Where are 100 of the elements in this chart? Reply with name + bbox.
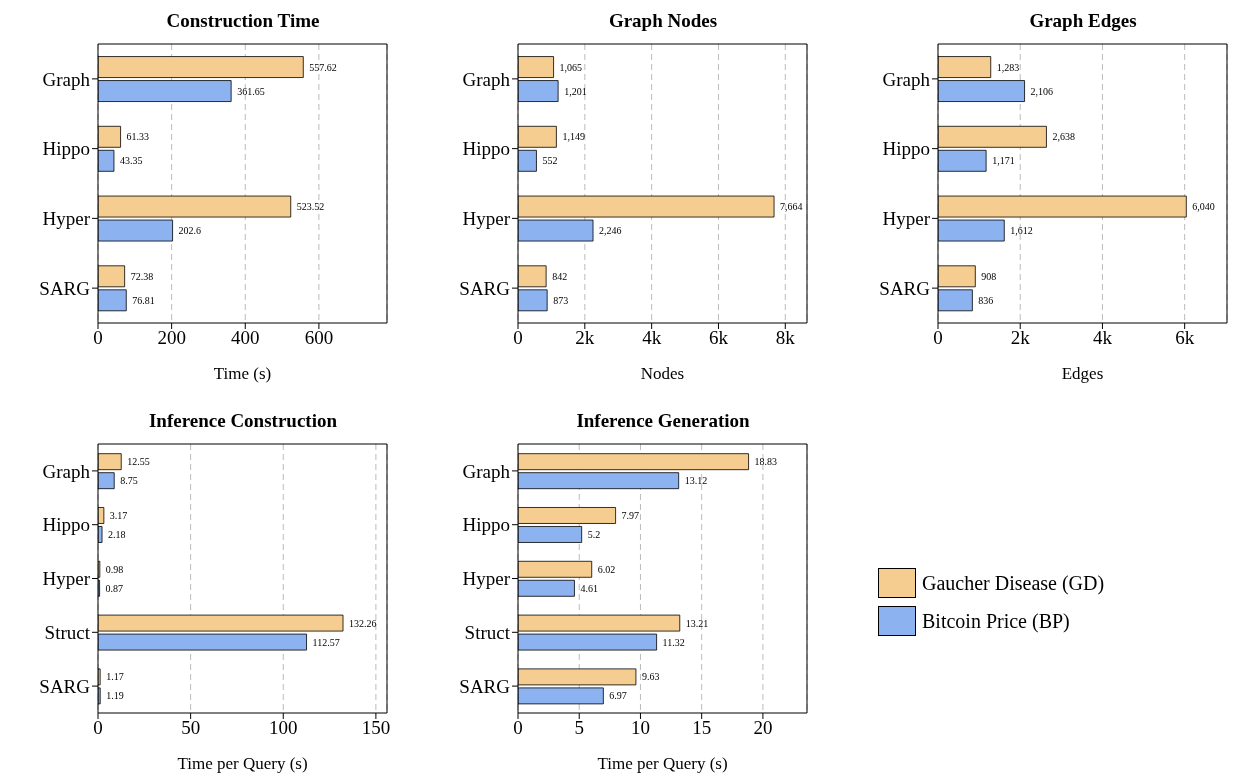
x-tick-label: 0 [93, 717, 103, 739]
data-label: 6.97 [609, 690, 627, 702]
chart-title: Construction Time [165, 10, 321, 32]
y-tick-label: Hippo [882, 138, 930, 160]
y-tick-label: Struct [464, 622, 511, 644]
data-label: 13.21 [685, 617, 709, 629]
data-label: 202.6 [178, 225, 202, 237]
x-tick-label: 20 [753, 717, 773, 739]
y-tick-label: Hyper [42, 208, 91, 230]
data-label: 2.18 [108, 529, 126, 541]
x-tick-label: 0 [513, 327, 523, 349]
x-tick-label: 0 [93, 327, 103, 349]
data-label: 18.83 [754, 456, 778, 468]
data-label: 1.19 [106, 690, 124, 702]
data-label: 2,246 [599, 225, 622, 237]
x-tick-label: 2k [1010, 327, 1031, 349]
x-axis-title: Time per Query (s) [597, 754, 728, 773]
y-tick-label: Graph [882, 68, 931, 90]
y-tick-label: Graph [462, 460, 511, 482]
data-label: 836 [978, 294, 994, 306]
x-tick-label: 100 [269, 717, 298, 739]
x-tick-label: 8k [775, 327, 796, 349]
x-tick-label: 400 [231, 327, 260, 349]
x-tick-label: 6k [1175, 327, 1195, 349]
data-label: 1,612 [1010, 225, 1033, 237]
data-label: 0.98 [105, 563, 124, 575]
data-label: 0.87 [105, 582, 124, 594]
x-tick-label: 600 [304, 327, 334, 349]
chart-title: Inference Generation [575, 410, 751, 432]
x-tick-label: 0 [513, 717, 523, 739]
y-tick-label: Struct [44, 622, 91, 644]
data-label: 13.12 [684, 475, 708, 487]
x-tick-label: 4k [1092, 327, 1113, 349]
data-label: 1,065 [559, 61, 583, 73]
x-axis-title: Edges [1061, 364, 1104, 383]
data-label: 552 [542, 155, 558, 167]
y-tick-label: Graph [42, 460, 91, 482]
data-label: 557.62 [309, 61, 337, 73]
x-tick-label: 2k [575, 327, 595, 349]
y-tick-label: Hyper [42, 568, 91, 590]
x-tick-label: 5 [574, 717, 584, 739]
y-tick-label: Graph [42, 68, 91, 90]
y-tick-label: SARG [459, 277, 511, 299]
data-label: 2,106 [1030, 85, 1054, 97]
data-label: 1,149 [562, 131, 585, 143]
x-tick-label: 4k [642, 327, 662, 349]
data-label: 72.38 [130, 270, 154, 282]
y-tick-label: SARG [39, 675, 91, 697]
x-tick-label: 10 [630, 717, 650, 739]
data-label: 132.26 [349, 617, 377, 629]
x-tick-label: 0 [933, 327, 943, 349]
y-tick-label: Hippo [42, 514, 90, 536]
data-label: 6.02 [597, 563, 616, 575]
x-axis-title: Time (s) [213, 364, 272, 383]
y-tick-label: Hippo [462, 138, 510, 160]
data-label: 1,171 [992, 155, 1015, 167]
data-label: 7.97 [621, 510, 640, 522]
y-tick-label: SARG [39, 277, 91, 299]
data-label: 523.52 [296, 201, 325, 213]
y-tick-label: Hyper [462, 208, 511, 230]
data-label: 361.65 [237, 85, 265, 97]
chart-title: Graph Edges [1028, 10, 1138, 32]
y-tick-label: Hippo [462, 514, 510, 536]
x-axis-title: Nodes [640, 364, 685, 383]
x-tick-label: 6k [708, 327, 729, 349]
data-label: 43.35 [119, 155, 143, 167]
data-label: 11.32 [662, 636, 685, 648]
data-label: 1,201 [564, 85, 587, 97]
x-tick-label: 50 [181, 717, 201, 739]
data-label: 2,638 [1052, 131, 1075, 143]
y-tick-label: SARG [879, 277, 931, 299]
y-tick-label: SARG [459, 675, 511, 697]
data-label: 1.17 [106, 671, 124, 683]
y-tick-label: Hyper [462, 568, 511, 590]
chart-title: Graph Nodes [607, 10, 719, 32]
x-axis-title: Time per Query (s) [177, 754, 308, 773]
data-label: 12.55 [127, 456, 150, 468]
y-tick-label: Hippo [42, 138, 90, 160]
y-tick-label: Hyper [882, 208, 931, 230]
data-label: 5.2 [587, 529, 601, 541]
data-label: 6,040 [1192, 201, 1215, 213]
data-label: 61.33 [126, 131, 150, 143]
data-label: 76.81 [132, 294, 155, 306]
y-tick-label: Graph [462, 68, 511, 90]
data-label: 873 [553, 294, 569, 306]
chart-title: Inference Construction [147, 410, 338, 432]
data-label: 7,664 [780, 201, 803, 213]
data-label: 112.57 [312, 636, 340, 648]
data-label: 8.75 [120, 475, 138, 487]
data-label: 908 [981, 270, 997, 282]
data-label: 3.17 [109, 510, 128, 522]
legend-label: Gaucher Disease (GD) [922, 571, 1105, 595]
x-tick-label: 15 [692, 717, 712, 739]
legend-label: Bitcoin Price (BP) [922, 609, 1070, 633]
data-label: 842 [552, 270, 568, 282]
data-label: 4.61 [580, 582, 598, 594]
x-tick-label: 150 [361, 717, 391, 739]
data-label: 1,283 [996, 61, 1020, 73]
data-label: 9.63 [641, 671, 660, 683]
x-tick-label: 200 [157, 327, 186, 349]
